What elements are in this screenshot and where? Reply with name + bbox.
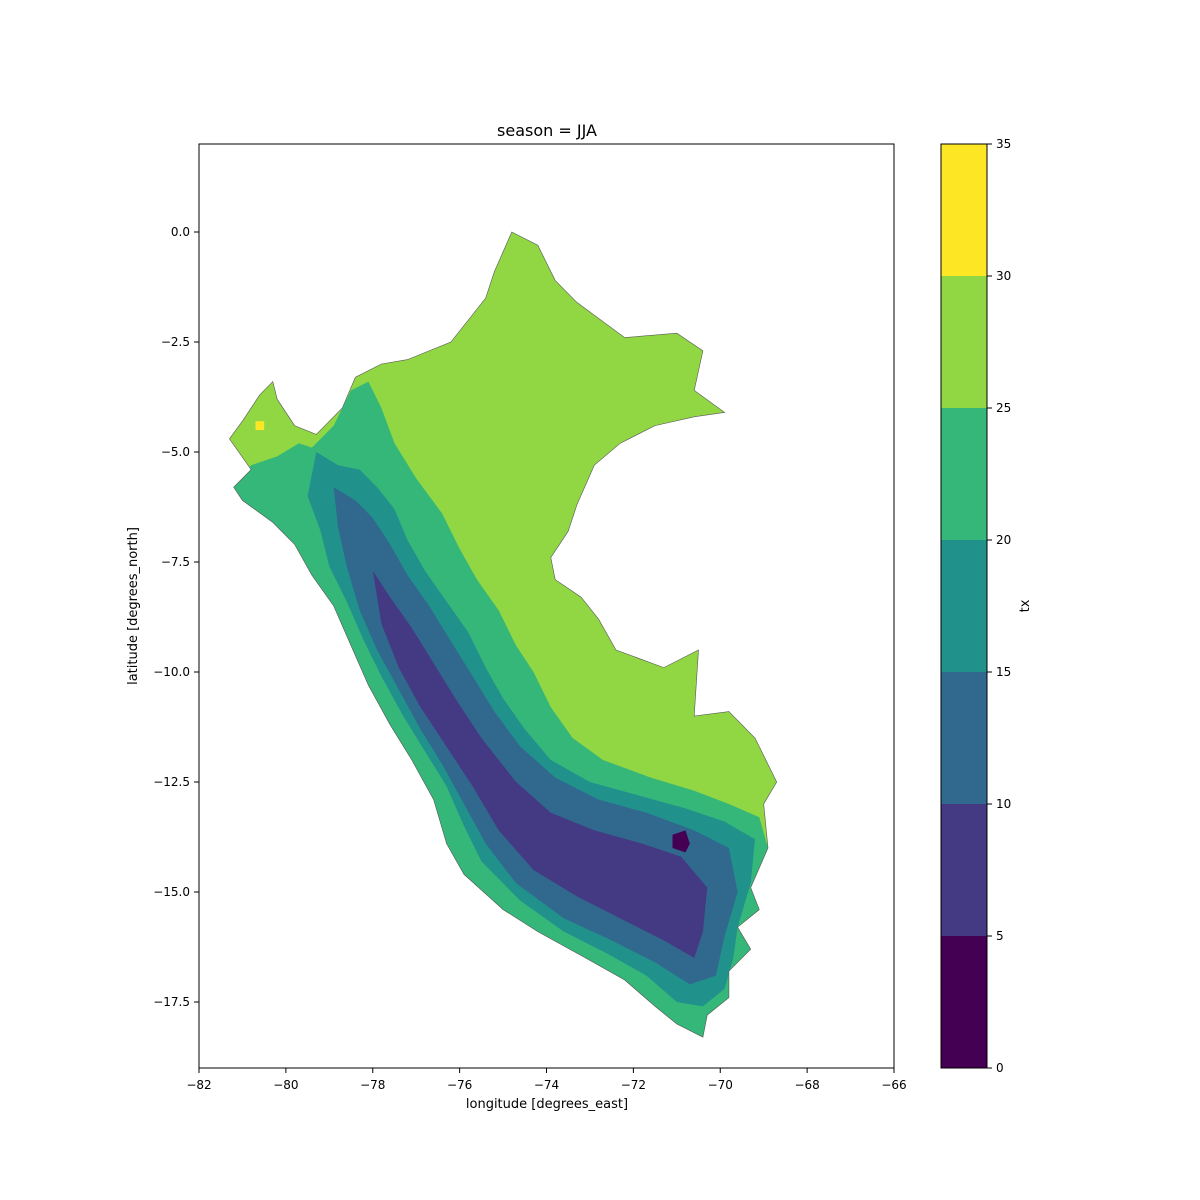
colorbar-band-15-20 [941,540,987,672]
colorbar-tick-label: 35 [996,137,1011,151]
y-tick-label: 0.0 [171,225,190,239]
y-tick-label: −15.0 [153,885,190,899]
colorbar-band-0-5 [941,936,987,1068]
region-level-30-35 [255,421,265,430]
country-outline [229,231,778,1038]
y-axis-label: latitude [degrees_north] [126,527,141,685]
colorbar-tick-label: 10 [996,797,1011,811]
x-tick-label: −74 [534,1078,559,1092]
plot-area [198,143,895,1069]
colorbar-tick-label: 5 [996,929,1004,943]
x-tick-label: −80 [273,1078,298,1092]
x-tick-label: −70 [708,1078,733,1092]
map-title: season = JJA [497,121,597,140]
region-level-5-10 [372,570,708,958]
x-tick-label: −78 [360,1078,385,1092]
y-tick-label: −12.5 [153,775,190,789]
colorbar: 0 5 10 15 20 25 30 35 [940,137,1011,1075]
y-tick-label: −17.5 [153,995,190,1009]
y-tick-label: −7.5 [161,555,190,569]
x-axis: −82 −80 −78 −76 −74 −72 −70 −68 −66 [186,1068,907,1092]
colorbar-band-25-30 [941,276,987,408]
y-tick-label: −10.0 [153,665,190,679]
x-tick-label: −66 [881,1078,906,1092]
region-level-0-5 [672,830,690,853]
colorbar-tick-label: 20 [996,533,1011,547]
colorbar-tick-label: 0 [996,1061,1004,1075]
colorbar-band-20-25 [941,408,987,540]
x-tick-label: −72 [621,1078,646,1092]
colorbar-band-5-10 [941,804,987,936]
colorbar-frame [940,143,988,1069]
y-tick-label: −2.5 [161,335,190,349]
y-tick-label: −5.0 [161,445,190,459]
colorbar-label: tx [1018,599,1033,612]
colorbar-band-30-35 [941,144,987,276]
y-axis: 0.0 −2.5 −5.0 −7.5 −10.0 −12.5 −15.0 −17.5 [153,225,199,1009]
colorbar-tick-label: 30 [996,269,1011,283]
x-axis-label: longitude [degrees_east] [466,1097,628,1112]
colorbar-band-10-15 [941,672,987,804]
x-tick-label: −82 [186,1078,211,1092]
colorbar-tick-label: 15 [996,665,1011,679]
x-tick-label: −68 [794,1078,819,1092]
x-tick-label: −76 [447,1078,472,1092]
colorbar-tick-label: 25 [996,401,1011,415]
